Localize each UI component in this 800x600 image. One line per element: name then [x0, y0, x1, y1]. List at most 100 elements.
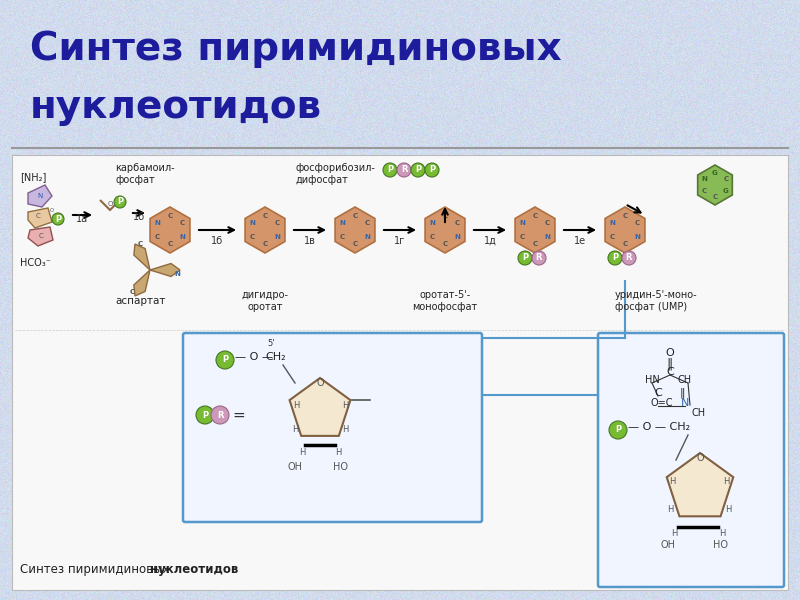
Polygon shape	[134, 270, 150, 296]
Circle shape	[196, 406, 214, 424]
Text: аспартат: аспартат	[115, 296, 166, 306]
Text: R: R	[401, 166, 407, 175]
Text: OH: OH	[661, 540, 675, 550]
Text: 1а: 1а	[76, 214, 88, 224]
Polygon shape	[290, 378, 350, 436]
Text: H: H	[335, 448, 341, 457]
Polygon shape	[28, 185, 52, 207]
Text: ‖: ‖	[679, 388, 685, 398]
Text: O: O	[107, 201, 113, 207]
Polygon shape	[666, 453, 734, 517]
Text: C: C	[250, 234, 255, 240]
Text: 1д: 1д	[483, 236, 497, 246]
Text: H: H	[725, 505, 731, 514]
Bar	[12, 155, 788, 590]
Text: P: P	[415, 166, 421, 175]
Text: O: O	[316, 378, 324, 388]
Polygon shape	[245, 207, 285, 253]
Text: N: N	[179, 234, 186, 240]
Circle shape	[52, 213, 64, 225]
Text: N: N	[38, 193, 42, 199]
Text: N: N	[610, 220, 615, 226]
Text: — O —: — O —	[235, 352, 273, 362]
Text: P: P	[429, 166, 435, 175]
Text: P: P	[522, 253, 528, 263]
Text: C: C	[430, 234, 435, 240]
Text: Синтез пиримидиновых: Синтез пиримидиновых	[30, 30, 562, 68]
Polygon shape	[425, 207, 465, 253]
Text: 1е: 1е	[574, 236, 586, 246]
Text: N: N	[520, 220, 526, 226]
Text: дигидро-
оротат: дигидро- оротат	[242, 290, 289, 313]
Text: C: C	[520, 234, 526, 240]
Text: C: C	[442, 213, 447, 219]
Text: 1б: 1б	[211, 236, 224, 246]
Polygon shape	[150, 207, 190, 253]
Text: O: O	[696, 453, 704, 463]
Text: O: O	[666, 348, 674, 358]
FancyBboxPatch shape	[598, 333, 784, 587]
Text: 1в: 1в	[304, 236, 316, 246]
Text: карбамоил-
фосфат: карбамоил- фосфат	[115, 163, 174, 185]
Text: N: N	[340, 220, 346, 226]
Text: 5': 5'	[267, 339, 274, 348]
Text: P: P	[222, 355, 228, 364]
Text: C: C	[167, 213, 173, 219]
Polygon shape	[28, 227, 53, 246]
Polygon shape	[335, 207, 375, 253]
Text: HN: HN	[645, 375, 659, 385]
Text: [NH₂]: [NH₂]	[20, 172, 46, 182]
Circle shape	[216, 351, 234, 369]
Text: — O — CH₂: — O — CH₂	[628, 422, 690, 432]
Text: C: C	[533, 213, 538, 219]
Text: фосфорибозил-
дифосфат: фосфорибозил- дифосфат	[295, 163, 375, 185]
Text: C: C	[130, 289, 135, 295]
Text: G: G	[723, 188, 729, 194]
Circle shape	[609, 421, 627, 439]
Text: CH: CH	[692, 408, 706, 418]
Text: 1б: 1б	[133, 212, 145, 222]
Text: N: N	[681, 398, 689, 408]
Text: C: C	[634, 220, 640, 226]
Text: C: C	[713, 194, 718, 200]
Text: нуклеотидов: нуклеотидов	[150, 563, 238, 576]
Circle shape	[211, 406, 229, 424]
Text: C: C	[545, 220, 550, 226]
Text: OH: OH	[287, 462, 302, 472]
Text: C: C	[365, 220, 370, 226]
Text: R: R	[626, 253, 632, 263]
Text: H: H	[342, 425, 348, 434]
Text: R: R	[217, 410, 223, 419]
Text: C: C	[274, 220, 280, 226]
Text: 1г: 1г	[394, 236, 406, 246]
Text: C: C	[36, 213, 40, 219]
Text: C: C	[654, 388, 662, 398]
Text: O=C: O=C	[650, 398, 674, 408]
Text: уридин-5'-моно-
фосфат (UMP): уридин-5'-моно- фосфат (UMP)	[615, 290, 698, 313]
Text: HCO₃⁻: HCO₃⁻	[20, 258, 51, 268]
Text: N: N	[174, 271, 181, 277]
Text: N: N	[365, 234, 370, 240]
Text: N: N	[634, 234, 640, 240]
Text: CH₂: CH₂	[265, 352, 286, 362]
Polygon shape	[698, 165, 732, 205]
Text: H: H	[667, 505, 673, 514]
Text: CH: CH	[678, 375, 692, 385]
Text: P: P	[387, 166, 393, 175]
Text: C: C	[666, 367, 674, 377]
Text: C: C	[353, 213, 358, 219]
Polygon shape	[605, 207, 645, 253]
Text: C: C	[353, 241, 358, 247]
Text: C: C	[262, 241, 267, 247]
Text: C: C	[442, 241, 447, 247]
Text: =: =	[232, 407, 245, 422]
Text: R: R	[536, 253, 542, 263]
Text: HO: HO	[333, 462, 347, 472]
Polygon shape	[515, 207, 555, 253]
Circle shape	[397, 163, 411, 177]
Text: H: H	[293, 401, 299, 409]
Text: P: P	[117, 197, 123, 206]
Circle shape	[411, 163, 425, 177]
Text: C: C	[610, 234, 615, 240]
Text: N: N	[430, 220, 435, 226]
